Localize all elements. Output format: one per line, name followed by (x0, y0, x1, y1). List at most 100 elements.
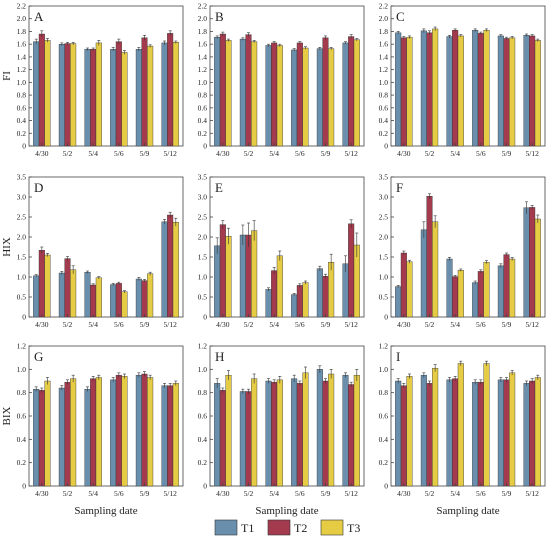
bar-T1-5/6 (110, 49, 117, 147)
bar-T1-5/9 (316, 48, 323, 147)
panel-letter: H (215, 349, 224, 364)
y-tick-label: 0.6 (198, 103, 208, 112)
x-tick-label: 5/2 (425, 489, 435, 498)
y-tick-label: 1.8 (379, 27, 389, 36)
x-tick-label: 5/9 (321, 149, 331, 158)
bar-T1-5/9 (135, 49, 142, 147)
x-tick-label: 4/30 (397, 320, 411, 329)
bar-T2-4/30 (219, 224, 226, 318)
y-tick-label: 0.6 (198, 412, 208, 421)
x-tick-label: 5/12 (525, 489, 539, 498)
bar-T2-5/6 (296, 42, 303, 147)
y-tick-label: 0 (384, 482, 388, 491)
bar-T3-5/6 (121, 52, 128, 147)
bar-T2-5/12 (348, 36, 355, 147)
plot-frame (209, 345, 365, 487)
bar-T1-5/2 (420, 30, 427, 147)
bar-T1-5/9 (316, 369, 323, 487)
panel-letter: C (396, 9, 405, 24)
x-tick-label: 4/30 (35, 149, 49, 158)
bar-T1-5/6 (291, 49, 298, 147)
bar-T3-5/9 (328, 373, 335, 487)
x-tick-label: 5/2 (425, 320, 435, 329)
bar-T3-5/12 (353, 374, 360, 487)
bar-T3-4/30 (44, 380, 51, 487)
x-tick-label: 5/2 (244, 149, 254, 158)
x-tick-label: 5/4 (450, 149, 460, 158)
bar-T2-5/2 (245, 391, 252, 487)
bar-T2-5/9 (322, 276, 329, 318)
y-tick-label: 1.4 (17, 52, 27, 61)
panel-letter: A (34, 9, 44, 24)
y-tick-label: 1.5 (198, 253, 208, 262)
bar-T2-5/2 (426, 383, 433, 487)
panel-A: 0 0.2 0.4 0.6 0.8 1.0 1.2 1.4 1.6 1.8 2.0 2.2 A 4/30 5… (17, 2, 184, 158)
y-tick-label: 0.4 (379, 435, 389, 444)
bar-T1-5/2 (58, 387, 65, 487)
bar-T3-5/12 (172, 383, 179, 487)
bar-T3-5/6 (121, 376, 128, 487)
bar-T1-5/9 (497, 35, 504, 147)
bar-T2-5/2 (245, 34, 252, 147)
bar-T3-4/30 (225, 374, 232, 487)
bar-T1-4/30 (395, 286, 402, 318)
legend-label-T3: T3 (347, 521, 360, 535)
y-tick-label: 3.5 (198, 173, 208, 182)
y-tick-label: 0.4 (198, 116, 208, 125)
bar-T1-5/6 (472, 29, 479, 147)
bar-T3-5/2 (251, 230, 258, 318)
x-tick-label: 5/6 (114, 320, 124, 329)
x-tick-label: 5/9 (321, 320, 331, 329)
bar-T2-5/6 (477, 381, 484, 487)
bar-T3-5/9 (147, 45, 154, 147)
bar-T1-4/30 (395, 32, 402, 147)
bar-T1-5/4 (265, 45, 272, 147)
y-tick-label: 0 (384, 313, 388, 322)
bar-T3-4/30 (44, 40, 51, 147)
y-tick-label: 0.2 (17, 458, 27, 467)
y-tick-label: 0 (22, 313, 26, 322)
y-tick-label: 0.8 (379, 91, 389, 100)
x-axis-label: Sampling date (436, 505, 499, 517)
bar-T1-5/12 (523, 383, 530, 487)
x-tick-label: 5/4 (269, 320, 279, 329)
x-tick-label: 5/2 (244, 489, 254, 498)
y-tick-label: 1.6 (17, 40, 27, 49)
y-tick-label: 0 (203, 482, 207, 491)
legend-swatch-T1 (214, 519, 238, 536)
y-tick-label: 3.0 (379, 193, 389, 202)
bar-T3-4/30 (406, 36, 413, 147)
panel-letter: D (34, 180, 43, 195)
plot-frame (390, 345, 546, 487)
bar-T1-5/12 (342, 42, 349, 147)
bar-T2-5/12 (167, 385, 174, 487)
bar-T3-5/12 (353, 39, 360, 147)
bar-T3-5/9 (509, 372, 516, 487)
x-tick-label: 5/4 (269, 489, 279, 498)
bar-T1-5/4 (446, 36, 453, 147)
bar-T2-4/30 (219, 33, 226, 147)
bar-T2-5/9 (322, 37, 329, 147)
bar-T3-5/6 (483, 363, 490, 487)
bar-T1-5/9 (135, 278, 142, 318)
bar-T1-5/9 (497, 265, 504, 318)
panel-letter: G (34, 349, 43, 364)
bar-T2-5/12 (167, 33, 174, 147)
y-tick-label: 0.5 (17, 293, 27, 302)
x-tick-label: 5/9 (502, 320, 512, 329)
bar-T3-5/2 (432, 28, 439, 147)
bar-T3-5/6 (302, 282, 309, 318)
y-tick-label: 0.4 (17, 435, 27, 444)
y-tick-label: 2.0 (17, 14, 27, 23)
bar-T2-5/4 (452, 29, 459, 147)
plot-frame (28, 345, 184, 487)
x-tick-label: 5/4 (88, 320, 98, 329)
bar-T3-5/6 (483, 29, 490, 147)
bar-T2-5/6 (477, 33, 484, 147)
bar-T2-5/4 (452, 276, 459, 318)
x-tick-label: 4/30 (397, 149, 411, 158)
plot-frame (28, 176, 184, 318)
bar-T1-5/4 (265, 380, 272, 487)
bar-T1-5/4 (84, 49, 91, 147)
y-tick-label: 0.6 (17, 412, 27, 421)
